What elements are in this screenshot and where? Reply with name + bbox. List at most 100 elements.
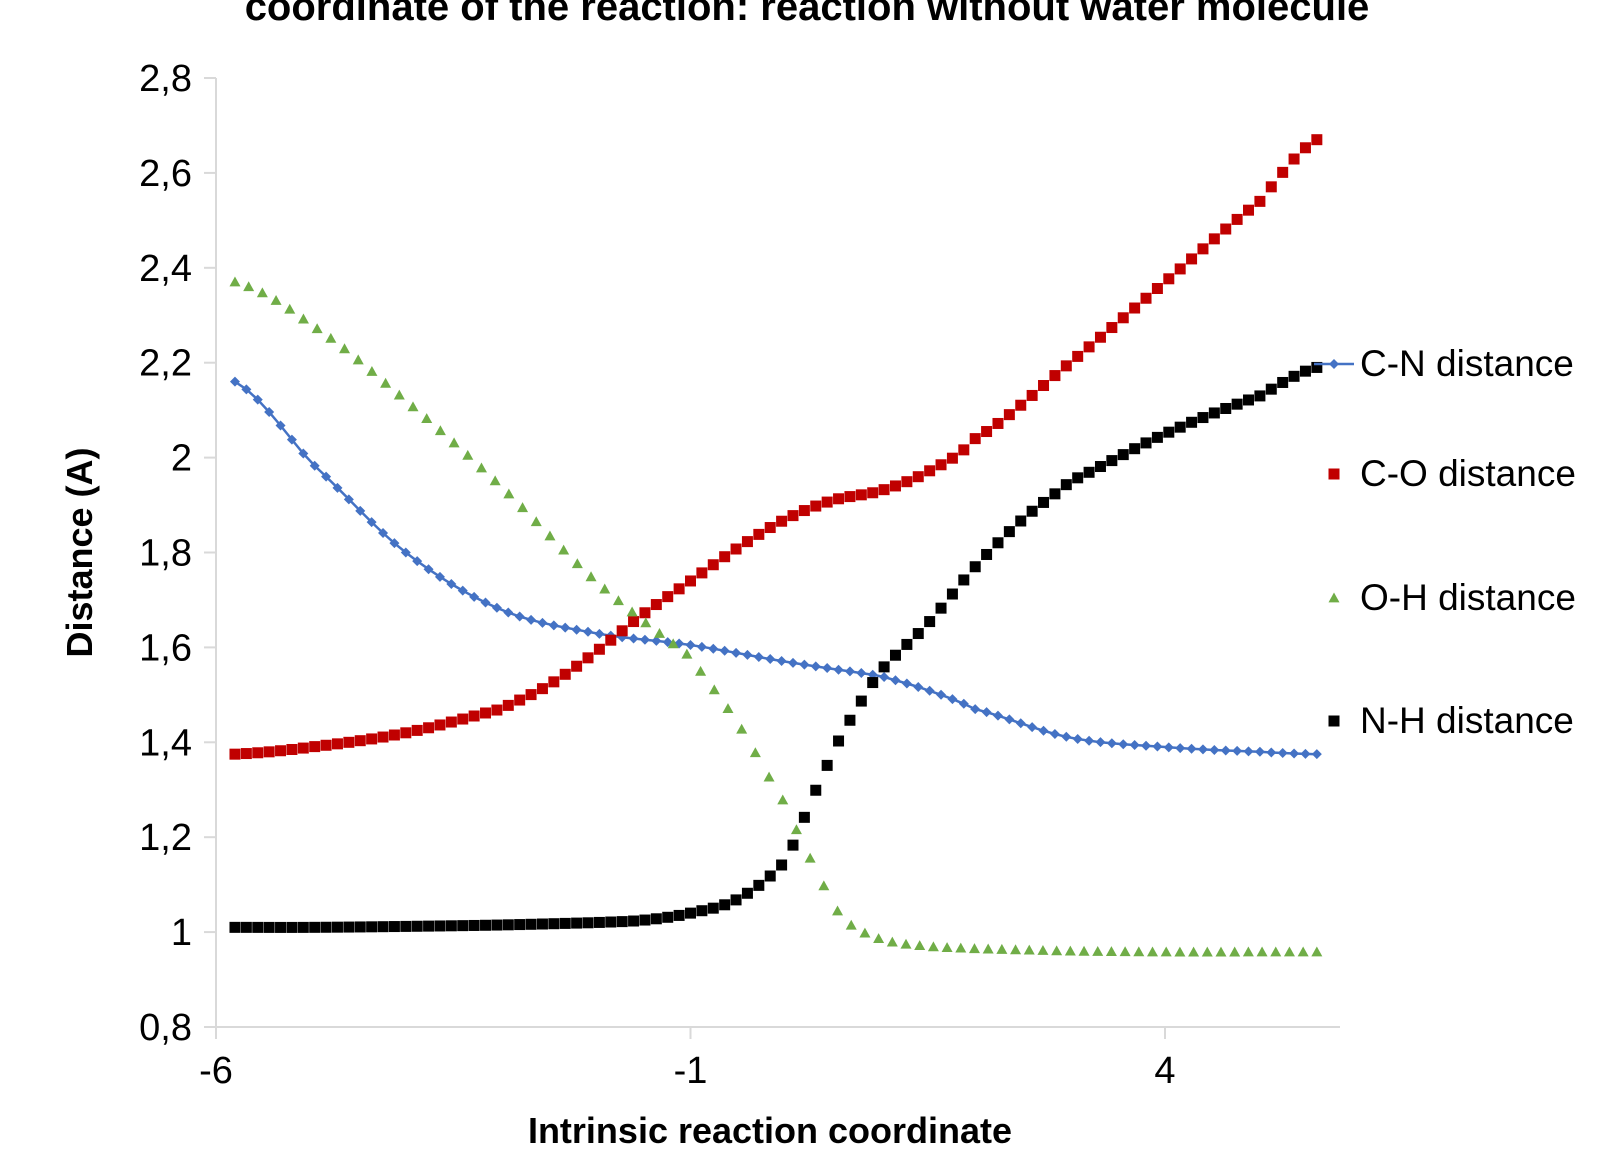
data-point <box>332 482 343 493</box>
data-point <box>955 942 967 953</box>
data-point <box>558 544 570 555</box>
data-point <box>1174 421 1186 433</box>
data-point <box>503 607 514 618</box>
data-point <box>1049 728 1060 739</box>
data-point <box>628 616 640 628</box>
data-point <box>1119 946 1131 957</box>
data-point <box>1243 746 1254 757</box>
data-point <box>722 703 734 713</box>
data-point <box>377 921 389 933</box>
data-point <box>1220 745 1231 756</box>
data-point <box>996 943 1008 954</box>
data-point <box>639 634 650 645</box>
legend-item: N-H distance <box>1328 700 1574 741</box>
data-point <box>309 460 320 471</box>
data-point <box>1092 945 1104 956</box>
data-point <box>593 916 605 928</box>
data-point <box>583 626 594 637</box>
data-point <box>859 927 871 938</box>
y-tick-label: 1,4 <box>139 722 192 764</box>
data-point <box>924 616 936 628</box>
data-point <box>1003 526 1015 538</box>
data-point <box>445 920 457 932</box>
data-point <box>662 911 674 923</box>
y-tick-label: 2,8 <box>139 58 192 100</box>
legend-marker <box>1328 468 1340 480</box>
data-point <box>867 677 879 689</box>
data-point <box>1220 223 1232 235</box>
data-point <box>536 683 548 695</box>
data-point <box>776 656 787 667</box>
data-point <box>936 689 947 700</box>
data-point <box>1084 735 1095 746</box>
data-point <box>354 921 366 933</box>
data-point <box>719 645 730 656</box>
data-point <box>530 516 542 527</box>
data-point <box>1311 749 1322 760</box>
plot-area <box>229 134 1323 957</box>
data-point <box>628 633 639 644</box>
data-point <box>1231 213 1243 225</box>
data-point <box>650 913 662 925</box>
data-point <box>1117 449 1129 461</box>
data-point <box>992 710 1003 721</box>
data-point <box>393 389 405 400</box>
x-tick-label: -6 <box>199 1050 233 1092</box>
data-point <box>605 916 617 928</box>
data-point <box>1094 331 1106 343</box>
data-point <box>434 571 445 582</box>
data-point <box>270 294 282 305</box>
data-point <box>1118 739 1129 750</box>
data-point <box>599 583 611 594</box>
data-point <box>970 704 981 715</box>
data-point <box>1078 945 1090 956</box>
data-point <box>764 870 776 882</box>
data-point <box>446 578 457 589</box>
data-point <box>502 919 514 931</box>
data-point <box>628 915 640 927</box>
data-point <box>1186 416 1198 428</box>
x-ticks: -6 -1 4 <box>199 1027 1176 1092</box>
series-n-h-distance <box>229 361 1323 933</box>
data-point <box>325 332 337 343</box>
chart-title: coordinate of the reaction: reaction wit… <box>245 0 1370 29</box>
data-point <box>503 488 515 499</box>
data-point <box>582 917 594 929</box>
data-point <box>605 634 617 646</box>
data-point <box>764 522 776 534</box>
data-point <box>389 538 400 549</box>
data-point <box>1129 443 1141 455</box>
data-point <box>297 313 309 324</box>
data-point <box>845 919 857 930</box>
series-c-o-distance <box>229 134 1323 760</box>
data-point <box>844 491 856 503</box>
data-point <box>981 548 993 560</box>
data-point <box>1010 944 1022 955</box>
data-point <box>309 741 321 753</box>
data-point <box>1083 341 1095 353</box>
data-point <box>339 343 351 354</box>
data-point <box>423 564 434 575</box>
data-point <box>320 921 332 933</box>
data-point <box>1174 946 1186 957</box>
data-point <box>1083 466 1095 478</box>
data-point <box>1072 733 1083 744</box>
data-point <box>525 689 537 701</box>
data-point <box>514 694 526 706</box>
data-point <box>741 887 753 899</box>
data-point <box>502 699 514 711</box>
data-point <box>1129 740 1140 751</box>
data-point <box>958 698 969 709</box>
data-point <box>1209 744 1220 755</box>
y-axis-title: Distance (A) <box>59 447 100 657</box>
y-tick-label: 1 <box>171 912 192 954</box>
data-point <box>355 505 366 516</box>
data-point <box>548 918 560 930</box>
data-point <box>517 502 529 513</box>
data-point <box>681 648 693 659</box>
data-point <box>480 707 492 719</box>
data-point <box>1095 737 1106 748</box>
data-point <box>594 628 605 639</box>
data-point <box>1254 390 1266 402</box>
data-point <box>1300 748 1311 759</box>
